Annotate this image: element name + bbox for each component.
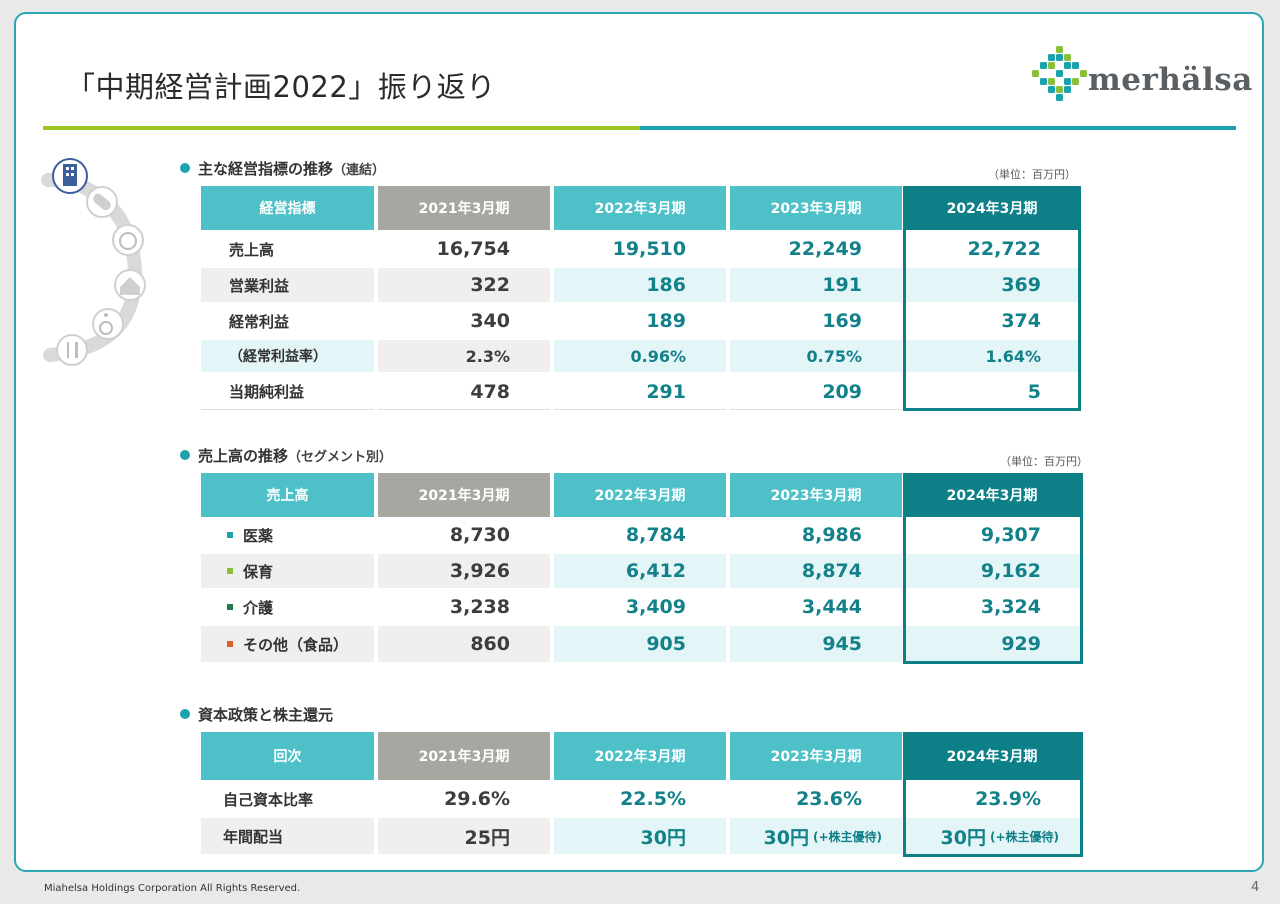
table-header: 2023年3月期 bbox=[730, 473, 902, 517]
table-header: 売上高 bbox=[201, 473, 374, 517]
slide-card bbox=[14, 12, 1264, 872]
table-cell: 169 bbox=[822, 310, 862, 332]
table-cell: 23.6% bbox=[796, 788, 862, 810]
bullet-dot bbox=[180, 163, 190, 173]
page-title: 「中期経営計画2022」振り返り bbox=[66, 70, 496, 104]
table-cell: 8,874 bbox=[730, 554, 902, 588]
table-cell: 23.9% bbox=[975, 788, 1041, 810]
table-header: 2021年3月期 bbox=[378, 732, 550, 780]
table-cell: 322 bbox=[378, 268, 550, 302]
footer-copyright: Miahelsa Holdings Corporation All Rights… bbox=[44, 883, 301, 894]
table-cell: 291 bbox=[554, 374, 726, 410]
header-rule-green bbox=[43, 126, 640, 130]
table-cell: 945 bbox=[730, 626, 902, 662]
table-cell: 1.64% bbox=[903, 340, 1081, 372]
table-cell: 209 bbox=[730, 374, 902, 410]
logo-wordmark: merhälsa bbox=[1088, 62, 1253, 98]
table-cell: 25円 bbox=[378, 818, 550, 854]
table-cell: 16,754 bbox=[436, 238, 510, 260]
table-cell: 0.75% bbox=[730, 340, 902, 372]
table-cell: 9,162 bbox=[903, 554, 1081, 588]
company-logo: merhälsa bbox=[1030, 44, 1252, 104]
table-cell: 369 bbox=[903, 268, 1081, 302]
table-cell: 30円 (+株主優待) bbox=[730, 818, 902, 854]
section-financial-indicators-heading: 主な経営指標の推移（連結） bbox=[180, 158, 385, 179]
row-label: 保育 bbox=[201, 554, 374, 588]
logo-mark-icon bbox=[1032, 46, 1087, 101]
table-cell: 8,784 bbox=[625, 524, 686, 546]
table-header: 2024年3月期 bbox=[903, 732, 1081, 780]
page-number: 4 bbox=[1251, 880, 1260, 895]
row-label: 医薬 bbox=[201, 518, 374, 552]
segment-marker bbox=[227, 604, 233, 610]
table-cell: 22,722 bbox=[967, 238, 1041, 260]
table-cell: 3,238 bbox=[449, 596, 510, 618]
table-cell: 3,444 bbox=[801, 596, 862, 618]
table-cell: 29.6% bbox=[444, 788, 510, 810]
table-header: 2022年3月期 bbox=[554, 473, 726, 517]
table-cell: 8,986 bbox=[801, 524, 862, 546]
table-header: 2023年3月期 bbox=[730, 732, 902, 780]
row-label: 介護 bbox=[201, 590, 374, 624]
segment-marker bbox=[227, 568, 233, 574]
table-cell: 2.3% bbox=[378, 340, 550, 372]
segment-marker bbox=[227, 641, 233, 647]
section-capital-policy-heading: 資本政策と株主還元 bbox=[180, 704, 333, 725]
row-label: 当期純利益 bbox=[201, 374, 374, 410]
table-cell: 19,510 bbox=[612, 238, 686, 260]
table-cell: 478 bbox=[378, 374, 550, 410]
table-cell: 8,730 bbox=[449, 524, 510, 546]
table-header: 2022年3月期 bbox=[554, 186, 726, 230]
row-label: 売上高 bbox=[229, 240, 275, 259]
table-header: 2021年3月期 bbox=[378, 473, 550, 517]
table-cell: 340 bbox=[470, 310, 510, 332]
table-cell: 5 bbox=[1027, 381, 1041, 403]
child-face-icon bbox=[112, 224, 144, 256]
table-cell: 22.5% bbox=[620, 788, 686, 810]
unit-label: （単位：百万円） bbox=[988, 168, 1076, 181]
table-cell: 6,412 bbox=[554, 554, 726, 588]
table-cell: 860 bbox=[378, 626, 550, 662]
table-cell: 374 bbox=[1001, 310, 1041, 332]
segment-marker bbox=[227, 532, 233, 538]
table-cell: 3,324 bbox=[980, 596, 1041, 618]
table-cell: 22,249 bbox=[788, 238, 862, 260]
wheelchair-icon bbox=[92, 308, 124, 340]
table-cell: 189 bbox=[646, 310, 686, 332]
bullet-dot bbox=[180, 450, 190, 460]
table-cell: 905 bbox=[554, 626, 726, 662]
table-cell: 30円 bbox=[554, 818, 726, 854]
table-header: 2023年3月期 bbox=[730, 186, 902, 230]
row-label: 年間配当 bbox=[201, 818, 374, 854]
table-cell: 9,307 bbox=[980, 524, 1041, 546]
table-cell: 3,926 bbox=[378, 554, 550, 588]
table-cell: 929 bbox=[903, 626, 1081, 662]
table-cell: 0.96% bbox=[554, 340, 726, 372]
table-cell: 191 bbox=[730, 268, 902, 302]
icon-arc bbox=[41, 158, 146, 366]
bullet-dot bbox=[180, 709, 190, 719]
header-rule-teal bbox=[640, 126, 1236, 130]
table-header: 2024年3月期 bbox=[903, 473, 1081, 517]
row-label: 営業利益 bbox=[201, 268, 374, 302]
unit-label: （単位：百万円） bbox=[1000, 455, 1088, 468]
table-header: 回次 bbox=[201, 732, 374, 780]
table-cell: 30円 (+株主優待) bbox=[903, 818, 1081, 854]
table-header: 経営指標 bbox=[201, 186, 374, 230]
section-sales-by-segment-heading: 売上高の推移（セグメント別） bbox=[180, 445, 392, 466]
house-icon bbox=[114, 269, 146, 301]
table-header: 2022年3月期 bbox=[554, 732, 726, 780]
table-cell: 186 bbox=[554, 268, 726, 302]
table-header: 2024年3月期 bbox=[903, 186, 1081, 230]
fork-knife-icon bbox=[56, 334, 88, 366]
table-header: 2021年3月期 bbox=[378, 186, 550, 230]
row-label: 経常利益 bbox=[229, 312, 290, 331]
row-label: 自己資本比率 bbox=[223, 790, 314, 809]
row-label: （経常利益率） bbox=[201, 340, 374, 372]
pill-icon bbox=[86, 186, 118, 218]
table-cell: 3,409 bbox=[625, 596, 686, 618]
building-icon bbox=[52, 158, 88, 194]
row-label: その他（食品） bbox=[201, 626, 374, 662]
